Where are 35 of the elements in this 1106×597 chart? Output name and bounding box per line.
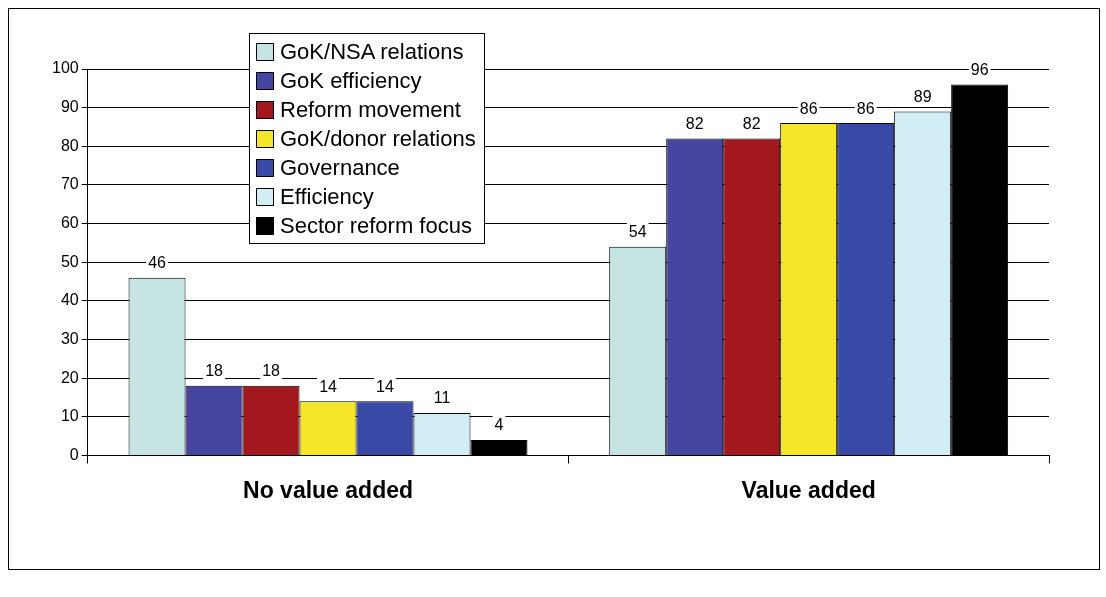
data-label: 46 — [148, 254, 167, 272]
legend-label: GoK/NSA relations — [280, 38, 464, 66]
bar — [470, 439, 528, 455]
data-label: 11 — [433, 389, 451, 407]
y-tick-label: 30 — [60, 329, 79, 347]
data-label: 82 — [685, 114, 704, 132]
legend-label: GoK/donor relations — [280, 125, 476, 153]
y-tick-label: 60 — [60, 213, 79, 231]
y-tick-label: 10 — [60, 407, 79, 425]
legend-label: Governance — [280, 154, 400, 182]
data-label: 89 — [913, 87, 932, 105]
data-label: 18 — [205, 362, 224, 380]
legend-label: GoK efficiency — [280, 67, 422, 95]
x-tick-label: Value added — [741, 476, 876, 503]
y-tick-label: 80 — [60, 136, 79, 154]
x-tick-label: No value added — [243, 476, 414, 503]
y-tick-label: 90 — [60, 98, 79, 116]
data-label: 96 — [970, 60, 989, 78]
y-tick-label: 70 — [60, 175, 79, 193]
y-tick-label: 50 — [60, 252, 79, 270]
data-label: 86 — [799, 99, 818, 117]
data-label: 82 — [742, 114, 761, 132]
data-label: 14 — [376, 377, 395, 395]
y-tick-label: 20 — [60, 368, 79, 386]
legend-label: Sector reform focus — [280, 212, 472, 240]
data-label: 14 — [319, 377, 338, 395]
legend-label: Efficiency — [280, 183, 374, 211]
data-label: 18 — [262, 362, 281, 380]
data-label: 86 — [856, 99, 875, 117]
y-tick-label: 40 — [60, 291, 79, 309]
data-label: 54 — [628, 223, 647, 241]
y-tick-label: 0 — [69, 445, 79, 463]
data-label: 4 — [494, 416, 504, 434]
legend-label: Reform movement — [280, 96, 461, 124]
y-tick-label: 100 — [51, 59, 79, 77]
